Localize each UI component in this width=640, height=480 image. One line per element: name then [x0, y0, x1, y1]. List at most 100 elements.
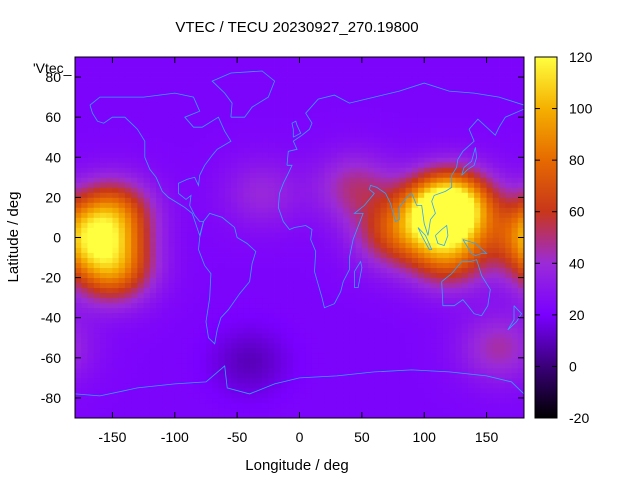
heat-cell	[99, 187, 107, 193]
heat-cell	[442, 347, 450, 354]
heat-cell	[93, 112, 101, 118]
heat-cell	[461, 97, 469, 103]
heat-cell	[417, 297, 425, 304]
heat-cell	[393, 92, 400, 98]
heat-cell	[386, 282, 394, 289]
heat-cell	[137, 207, 144, 213]
heat-cell	[280, 162, 288, 168]
heat-cell	[461, 372, 469, 379]
heat-cell	[336, 172, 344, 178]
heat-cell	[106, 382, 113, 389]
heat-cell	[343, 132, 350, 138]
heat-cell	[124, 212, 132, 218]
heat-cell	[399, 212, 406, 218]
heat-cell	[355, 77, 363, 83]
heat-cell	[343, 152, 350, 158]
heat-cell	[461, 87, 469, 93]
heat-cell	[230, 247, 238, 253]
heat-cell	[505, 302, 512, 309]
heat-cell	[274, 207, 282, 213]
heat-cell	[99, 307, 107, 314]
heat-cell	[93, 327, 101, 334]
heat-cell	[243, 147, 251, 153]
heat-cell	[299, 202, 307, 208]
heat-cell	[287, 372, 294, 379]
heat-cell	[255, 67, 263, 73]
heat-cell	[106, 372, 113, 379]
heat-cell	[455, 62, 463, 68]
heat-cell	[449, 402, 456, 409]
heat-cell	[174, 232, 182, 238]
heat-cell	[124, 362, 132, 369]
heat-cell	[374, 212, 381, 218]
heat-cell	[137, 222, 144, 228]
heat-cell	[81, 377, 88, 384]
heat-cell	[237, 177, 244, 183]
heat-cell	[330, 187, 338, 193]
heat-cell	[474, 372, 481, 379]
heat-cell	[405, 62, 413, 68]
heat-cell	[99, 172, 107, 178]
heat-cell	[361, 387, 369, 394]
heat-cell	[255, 102, 263, 108]
heat-cell	[99, 62, 107, 68]
heat-cell	[349, 207, 357, 213]
heat-cell	[486, 267, 494, 273]
heat-cell	[305, 222, 313, 228]
heat-cell	[137, 372, 144, 379]
heat-cell	[162, 412, 169, 418]
heat-cell	[249, 377, 257, 384]
heat-cell	[237, 362, 244, 369]
heat-cell	[449, 127, 456, 133]
heat-cell	[99, 107, 107, 113]
heat-cell	[430, 377, 438, 384]
heat-cell	[368, 352, 375, 359]
heat-cell	[174, 352, 182, 359]
heat-cell	[299, 307, 307, 314]
heat-cell	[218, 332, 226, 339]
heat-cell	[449, 277, 456, 284]
heat-cell	[274, 337, 282, 344]
heat-cell	[205, 327, 213, 334]
heat-cell	[124, 192, 132, 198]
heat-cell	[237, 137, 244, 143]
heat-cell	[299, 77, 307, 83]
heat-cell	[467, 382, 475, 389]
heat-cell	[486, 302, 494, 309]
heat-cell	[168, 347, 176, 354]
heat-cell	[461, 122, 469, 128]
heat-cell	[149, 302, 157, 309]
heat-cell	[293, 97, 300, 103]
heat-cell	[205, 412, 213, 418]
heat-cell	[118, 197, 126, 203]
heat-cell	[287, 192, 294, 198]
heat-cell	[280, 327, 288, 334]
heat-cell	[430, 92, 438, 98]
heat-cell	[399, 137, 406, 143]
heat-cell	[368, 167, 375, 173]
heat-cell	[81, 262, 88, 268]
heat-cell	[380, 157, 388, 163]
heat-cell	[218, 372, 226, 379]
heat-cell	[424, 252, 431, 258]
heat-cell	[287, 207, 294, 213]
heat-cell	[442, 97, 450, 103]
heat-cell	[212, 112, 219, 118]
heat-cell	[299, 192, 307, 198]
heat-cell	[168, 357, 176, 364]
heat-cell	[311, 407, 319, 414]
heat-cell	[305, 277, 313, 284]
heat-cell	[174, 77, 182, 83]
heat-cell	[99, 97, 107, 103]
heat-cell	[255, 232, 263, 238]
heat-cell	[386, 227, 394, 233]
heat-cell	[324, 357, 332, 364]
heat-cell	[87, 392, 95, 399]
heat-cell	[237, 407, 244, 414]
heat-cell	[274, 242, 282, 248]
heat-cell	[430, 182, 438, 188]
heat-cell	[255, 87, 263, 93]
heat-cell	[492, 362, 500, 369]
heat-cell	[492, 82, 500, 88]
heat-cell	[343, 402, 350, 409]
